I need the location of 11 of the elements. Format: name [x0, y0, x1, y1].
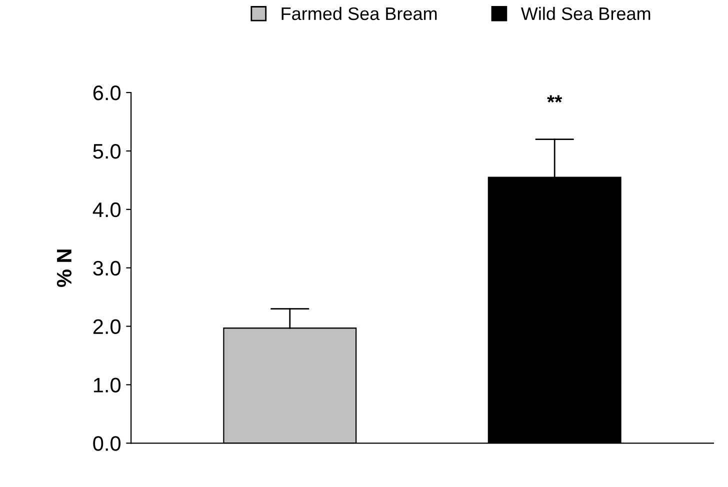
y-tick-label: 5.0 — [93, 144, 121, 159]
y-axis-title: % N — [56, 250, 72, 288]
y-tick-label: 1.0 — [94, 378, 121, 392]
annotation: ** — [547, 95, 562, 103]
legend-label: Wild Sea Bream — [520, 6, 650, 20]
legend-label: Farmed Sea Bream — [282, 6, 437, 20]
y-tick-label: 0.0 — [93, 436, 121, 451]
y-tick-label: 2.0 — [93, 319, 121, 334]
y-tick-label: 3.0 — [93, 260, 121, 276]
y-tick-label: 6.0 — [93, 86, 121, 100]
y-tick-label: 4.0 — [92, 202, 121, 218]
